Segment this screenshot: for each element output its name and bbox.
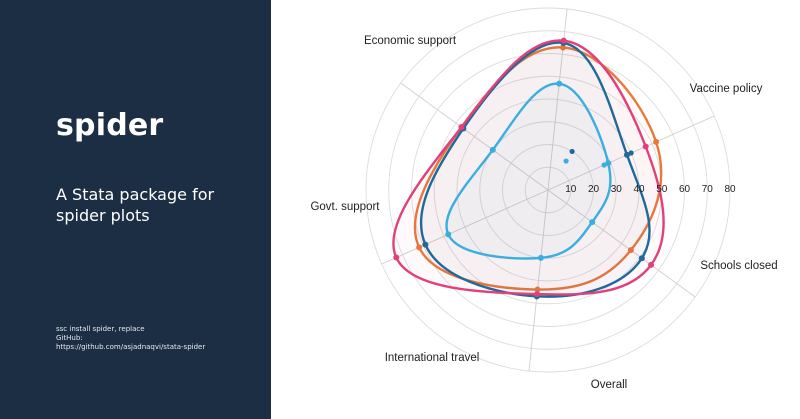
spoke-line — [547, 189, 696, 298]
data-point — [653, 138, 660, 145]
github-label: GitHub: — [56, 334, 83, 342]
grid-circle-30 — [479, 121, 617, 259]
data-point — [445, 231, 452, 238]
install-info: ssc install spider, replace GitHub: http… — [56, 325, 205, 352]
data-point-minor — [601, 162, 607, 168]
grid-circle-60 — [411, 53, 685, 327]
github-link[interactable]: https://github.com/asjadnaqvi/stata-spid… — [56, 343, 206, 351]
radar-axis-labels: Economic support Vaccine policy Schools cl… — [310, 35, 777, 391]
tick-label: 70 — [702, 184, 714, 195]
tick-label: 30 — [611, 184, 623, 195]
data-point — [422, 241, 429, 248]
data-point — [648, 261, 655, 268]
tick-label: 40 — [633, 184, 645, 195]
data-point — [416, 244, 423, 251]
install-command: ssc install spider, replace — [56, 325, 145, 333]
data-point — [556, 80, 563, 87]
data-point — [560, 37, 567, 44]
grid-circle-10 — [524, 166, 572, 214]
radar-series-layer — [392, 37, 665, 300]
data-point — [537, 254, 544, 261]
left-panel: spider A Stata package for spider plots … — [0, 0, 271, 419]
radar-grid — [365, 7, 731, 373]
grid-circle-80 — [365, 7, 731, 373]
data-point — [458, 124, 465, 131]
spoke-line — [381, 189, 549, 265]
page-subtitle: A Stata package for spider plots — [56, 185, 215, 225]
axis-label: Overall — [591, 379, 627, 391]
grid-circle-70 — [388, 30, 708, 350]
data-point — [534, 286, 541, 293]
data-point-minor — [569, 148, 575, 155]
grid-circle-20 — [502, 144, 594, 236]
data-point — [605, 160, 612, 167]
data-point — [489, 146, 496, 153]
grid-circle-50 — [433, 75, 663, 305]
spoke-line — [528, 189, 549, 372]
data-point — [393, 254, 400, 261]
page-title: spider — [56, 108, 164, 143]
data-point — [642, 143, 649, 150]
spider-chart: 10 20 30 40 50 60 70 80 Economic support Vaccine… — [310, 7, 778, 391]
data-point — [589, 219, 596, 226]
spoke-line — [400, 82, 549, 191]
axis-label: Vaccine policy — [690, 83, 763, 95]
tick-label: 20 — [588, 184, 600, 195]
axis-label: Govt. support — [310, 201, 380, 213]
data-point-minor — [628, 150, 634, 156]
radar-tick-labels: 10 20 30 40 50 60 70 80 — [565, 184, 736, 195]
data-point — [623, 151, 630, 158]
tick-label: 60 — [679, 184, 691, 195]
axis-label: Schools closed — [700, 260, 777, 272]
data-point — [638, 255, 645, 262]
data-point — [627, 247, 634, 254]
data-point — [559, 44, 566, 51]
data-point-minor — [563, 158, 569, 164]
tick-label: 10 — [565, 184, 577, 195]
tick-label: 50 — [656, 184, 668, 195]
axis-label: Economic support — [364, 35, 457, 47]
tick-label: 80 — [724, 184, 736, 195]
data-point — [534, 291, 541, 298]
axis-label: International travel — [385, 352, 480, 364]
